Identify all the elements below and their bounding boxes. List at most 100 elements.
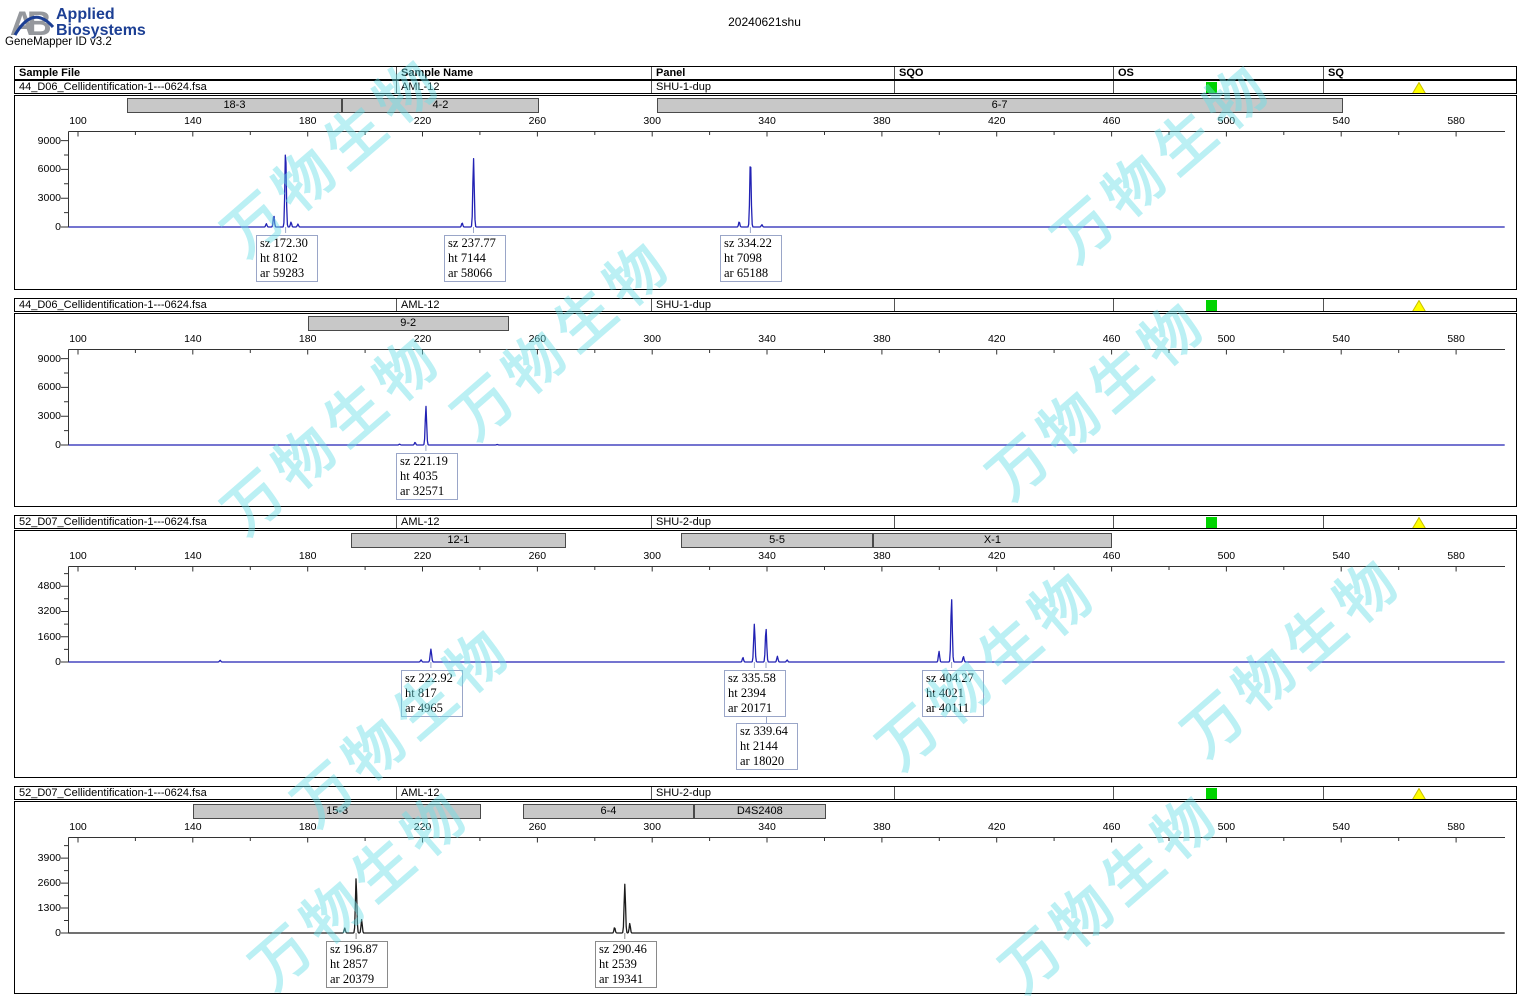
x-axis-tick-label: 540 [1332,333,1350,345]
peak-size-label: sz 221.19 [400,454,448,468]
y-axis-tick-label: 2600 [37,877,61,890]
sq-warning-icon [1412,517,1426,528]
electropherogram-trace [61,131,1505,233]
os-cell [1113,787,1323,799]
x-axis-tick-label: 500 [1217,821,1236,833]
x-axis-tick-label: 100 [69,550,87,562]
app-version: GeneMapper ID v3.2 [5,36,112,48]
peak-area-label: ar 4965 [405,700,443,715]
sample-file-cell: 44_D06_Cellidentification-1---0624.fsa [19,299,207,311]
x-axis-tick-label: 180 [298,821,317,833]
electropherogram-group: 44_D06_Cellidentification-1---0624.fsa A… [0,80,1529,290]
sample-row[interactable]: 44_D06_Cellidentification-1---0624.fsa A… [14,298,1517,312]
marker-bin: 18-3 [126,98,343,113]
sample-name-cell: AML-12 [396,516,651,528]
x-axis-tick-label: 580 [1447,333,1465,345]
sample-row[interactable]: 44_D06_Cellidentification-1---0624.fsa A… [14,80,1517,94]
col-sqo: SQO [894,67,1113,79]
peak-size-label: sz 222.92 [405,671,453,685]
peak-height-label: ht 7098 [724,250,762,265]
x-axis-tick-label: 460 [1102,821,1121,833]
sample-row[interactable]: 52_D07_Cellidentification-1---0624.fsa A… [14,786,1517,800]
report-title: 20240621shu [728,15,801,29]
sample-row[interactable]: 52_D07_Cellidentification-1---0624.fsa A… [14,515,1517,529]
x-axis-tick-label: 460 [1102,115,1121,127]
electropherogram-plot: 12-1 5-5 X-1 100 140 180 220 260 300 340 380 420 46… [14,530,1517,778]
x-axis-tick-label: 220 [413,821,432,833]
marker-bin: 6-4 [523,804,694,819]
x-axis-tick-label: 420 [987,821,1006,833]
x-axis-tick-label: 380 [873,115,891,127]
y-axis-tick-label: 3000 [37,192,61,205]
col-sample-file: Sample File [19,67,81,79]
y-axis-tick-label: 3900 [37,852,61,865]
sqo-cell [894,787,1113,799]
electropherogram-group: 52_D07_Cellidentification-1---0624.fsa A… [0,515,1529,778]
x-axis-tick-label: 260 [528,821,547,833]
marker-bin-strip: 12-1 5-5 X-1 [15,533,1516,548]
x-axis-tick-label: 260 [528,550,547,562]
x-axis-tick-label: 100 [69,333,87,345]
peak-label: sz 334.22 ht 7098 ar 65188 [720,235,782,282]
peak-size-label: sz 172.30 [260,236,308,250]
sample-file-cell: 52_D07_Cellidentification-1---0624.fsa [19,787,207,799]
sample-name-cell: AML-12 [396,299,651,311]
peak-height-label: ht 2539 [599,956,637,971]
y-axis-tick-label: 9000 [37,352,61,365]
x-axis-tick-label: 340 [758,333,776,345]
peak-label-connector [766,717,767,723]
peak-height-label: ht 2857 [330,956,368,971]
page-header: A B Applied Biosystems GeneMapper ID v3.… [0,0,1529,66]
electropherogram-group: 44_D06_Cellidentification-1---0624.fsa A… [0,298,1529,507]
x-axis-tick-label: 380 [873,333,891,345]
x-axis-tick-label: 580 [1447,550,1465,562]
y-axis-tick-label: 0 [55,656,61,668]
x-axis-tick-label: 380 [873,550,891,562]
sqo-cell [894,299,1113,311]
x-axis-tick-label: 100 [69,821,87,833]
panel-cell: SHU-1-dup [651,299,894,311]
x-axis-tick-label: 580 [1447,821,1465,833]
peak-area-label: ar 59283 [260,265,305,280]
panel-cell: SHU-2-dup [651,516,894,528]
marker-bin-strip: 15-3 6-4 D4S2408 [15,804,1516,819]
y-axis-tick-label: 3200 [37,605,61,618]
peak-size-label: sz 196.87 [330,942,378,956]
x-axis-tick-label: 460 [1102,550,1121,562]
x-axis-tick-label: 220 [413,550,432,562]
marker-bin: 5-5 [680,533,874,548]
x-axis-tick-label: 580 [1447,115,1465,127]
x-axis-tick-label: 140 [184,333,202,345]
x-axis-tick-label: 540 [1332,115,1350,127]
x-axis-tick-label: 420 [987,333,1006,345]
marker-bin: 4-2 [342,98,539,113]
x-axis-tick-label: 500 [1217,115,1236,127]
sq-warning-icon [1412,82,1426,93]
x-axis-tick-label: 540 [1332,821,1350,833]
os-cell [1113,299,1323,311]
y-axis-tick-label: 1600 [37,630,61,643]
peak-label: sz 335.58 ht 2394 ar 20171 [724,670,786,717]
y-axis-tick-label: 0 [55,221,61,233]
sq-cell [1323,299,1516,311]
x-axis-tick-label: 300 [643,115,661,127]
os-pass-icon [1206,788,1217,799]
x-axis-tick-label: 340 [758,550,776,562]
sq-cell [1323,516,1516,528]
x-axis-tick-label: 180 [298,333,317,345]
x-axis-tick-label: 300 [643,550,661,562]
x-axis-tick-label: 460 [1102,333,1121,345]
os-pass-icon [1206,517,1217,528]
y-axis-tick-label: 0 [55,927,61,939]
logo-line2: Biosystems [56,22,146,39]
peak-height-label: ht 7144 [448,250,486,265]
y-axis-tick-label: 1300 [37,902,61,915]
peak-label: sz 172.30 ht 8102 ar 59283 [256,235,318,282]
x-axis-tick-label: 140 [184,550,202,562]
x-axis-tick-label: 100 [69,115,87,127]
col-os: OS [1113,67,1323,79]
marker-bin: 9-2 [307,316,509,331]
marker-bin: 15-3 [192,804,482,819]
os-cell [1113,81,1323,93]
sample-file-cell: 44_D06_Cellidentification-1---0624.fsa [19,81,207,93]
